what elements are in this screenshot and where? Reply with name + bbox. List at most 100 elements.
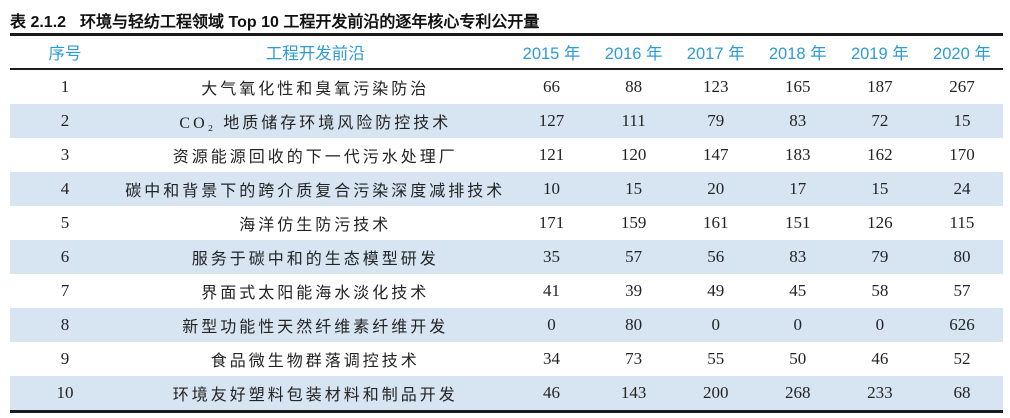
front-name: 海洋仿生防污技术 <box>239 217 392 234</box>
patent-count: 0 <box>875 315 885 334</box>
patent-count: 41 <box>543 281 561 300</box>
patent-count: 45 <box>789 281 807 300</box>
front-name: 新型功能性天然纤维素纤维开发 <box>182 319 449 336</box>
row-index: 9 <box>60 349 70 368</box>
column-header-2015: 2015 年 <box>510 34 593 70</box>
front-name: 环境友好塑料包装材料和制品开发 <box>172 387 458 404</box>
patent-count: 83 <box>789 247 807 266</box>
table-caption: 表 2.1.2 环境与轻纺工程领域 Top 10 工程开发前沿的逐年核心专利公开量 <box>0 0 1010 33</box>
table-caption-number: 表 2.1.2 <box>10 14 67 31</box>
patent-count: 72 <box>871 111 889 130</box>
row-index: 8 <box>60 315 70 334</box>
front-name: CO₂ 地质储存环境风险防控技术 <box>179 115 452 132</box>
patent-count: 73 <box>625 349 643 368</box>
patent-count: 10 <box>543 179 561 198</box>
patent-count: 0 <box>711 315 720 334</box>
patent-count: 120 <box>620 145 647 164</box>
patent-count: 55 <box>707 349 725 368</box>
patent-count: 17 <box>789 179 807 198</box>
patent-count: 88 <box>625 77 643 96</box>
patent-publication-table: 序号 工程开发前沿 2015 年 2016 年 2017 年 2018 年 20… <box>10 33 1003 413</box>
patent-count: 267 <box>949 77 975 96</box>
patent-count: 20 <box>707 179 725 198</box>
patent-count: 161 <box>702 213 729 232</box>
column-header-2018: 2018 年 <box>756 34 839 70</box>
column-header-2020: 2020 年 <box>920 34 1003 70</box>
table-caption-title: 环境与轻纺工程领域 Top 10 工程开发前沿的逐年核心专利公开量 <box>80 14 540 31</box>
patent-count: 111 <box>621 111 646 130</box>
table-row: 6 服务于碳中和的生态模型研发 35 57 56 83 79 80 <box>10 240 1003 274</box>
patent-count: 0 <box>793 315 803 334</box>
table-row: 1 大气氧化性和臭氧污染防治 66 88 123 165 187 267 <box>10 69 1003 104</box>
patent-count: 15 <box>953 111 971 130</box>
patent-count: 151 <box>785 213 811 232</box>
patent-count: 165 <box>785 77 811 96</box>
patent-count: 49 <box>707 281 725 300</box>
table-row: 5 海洋仿生防污技术 171 159 161 151 126 115 <box>10 206 1003 240</box>
patent-count: 79 <box>871 247 889 266</box>
patent-count: 143 <box>620 383 647 402</box>
front-name: 界面式太阳能海水淡化技术 <box>201 285 430 302</box>
table-row: 7 界面式太阳能海水淡化技术 41 39 49 45 58 57 <box>10 274 1003 308</box>
patent-count: 39 <box>625 281 643 300</box>
patent-count: 35 <box>543 247 561 266</box>
patent-count: 123 <box>702 77 729 96</box>
patent-count: 126 <box>867 213 893 232</box>
column-header-2019: 2019 年 <box>838 34 921 70</box>
table-row: 9 食品微生物群落调控技术 34 73 55 50 46 52 <box>10 342 1003 376</box>
patent-count: 15 <box>625 179 643 198</box>
patent-count: 50 <box>789 349 807 368</box>
patent-count: 46 <box>543 383 561 402</box>
row-index: 4 <box>60 179 70 198</box>
row-index: 6 <box>60 247 70 266</box>
table-row: 10 环境友好塑料包装材料和制品开发 46 143 200 268 233 68 <box>10 376 1003 412</box>
patent-count: 233 <box>867 383 893 402</box>
patent-count: 57 <box>625 247 643 266</box>
patent-count: 80 <box>625 315 643 334</box>
patent-count: 80 <box>953 247 971 266</box>
patent-count: 66 <box>543 77 561 96</box>
patent-count: 268 <box>785 383 811 402</box>
table-row: 4 碳中和背景下的跨介质复合污染深度减排技术 10 15 20 17 15 24 <box>10 172 1003 206</box>
header-row: 序号 工程开发前沿 2015 年 2016 年 2017 年 2018 年 20… <box>10 34 1003 70</box>
front-name: 食品微生物群落调控技术 <box>210 353 420 370</box>
patent-count: 127 <box>538 111 565 130</box>
patent-count: 159 <box>620 213 647 232</box>
patent-count: 68 <box>953 383 971 402</box>
patent-count: 147 <box>702 145 729 164</box>
patent-count: 56 <box>707 247 725 266</box>
patent-count: 121 <box>538 145 565 164</box>
patent-count: 171 <box>538 213 565 232</box>
patent-count: 200 <box>702 383 729 402</box>
patent-count: 34 <box>543 349 561 368</box>
patent-count: 115 <box>949 213 975 232</box>
column-header-front: 工程开发前沿 <box>120 34 511 70</box>
column-header-2017: 2017 年 <box>674 34 757 70</box>
front-name: 资源能源回收的下一代污水处理厂 <box>172 149 458 166</box>
patent-count: 46 <box>871 349 889 368</box>
patent-count: 57 <box>953 281 971 300</box>
front-name: 服务于碳中和的生态模型研发 <box>191 251 439 268</box>
row-index: 7 <box>60 281 70 300</box>
patent-count: 0 <box>547 315 556 334</box>
patent-count: 183 <box>785 145 811 164</box>
row-index: 5 <box>60 213 70 232</box>
patent-count: 187 <box>867 77 893 96</box>
row-index: 1 <box>60 77 70 96</box>
patent-count: 24 <box>953 179 971 198</box>
column-header-2016: 2016 年 <box>592 34 675 70</box>
patent-count: 79 <box>707 111 725 130</box>
patent-count: 52 <box>953 349 971 368</box>
row-index: 3 <box>60 145 70 164</box>
table-row: 2 CO₂ 地质储存环境风险防控技术 127 111 79 83 72 15 <box>10 104 1003 138</box>
column-header-index: 序号 <box>10 34 121 70</box>
patent-count: 83 <box>789 111 807 130</box>
table-row: 8 新型功能性天然纤维素纤维开发 0 80 0 0 0 626 <box>10 308 1003 342</box>
patent-count: 162 <box>867 145 893 164</box>
table-row: 3 资源能源回收的下一代污水处理厂 121 120 147 183 162 17… <box>10 138 1003 172</box>
front-name: 碳中和背景下的跨介质复合污染深度减排技术 <box>125 183 506 200</box>
row-index: 10 <box>56 383 74 402</box>
front-name: 大气氧化性和臭氧污染防治 <box>201 81 430 98</box>
row-index: 2 <box>60 111 70 130</box>
patent-count: 170 <box>949 145 975 164</box>
